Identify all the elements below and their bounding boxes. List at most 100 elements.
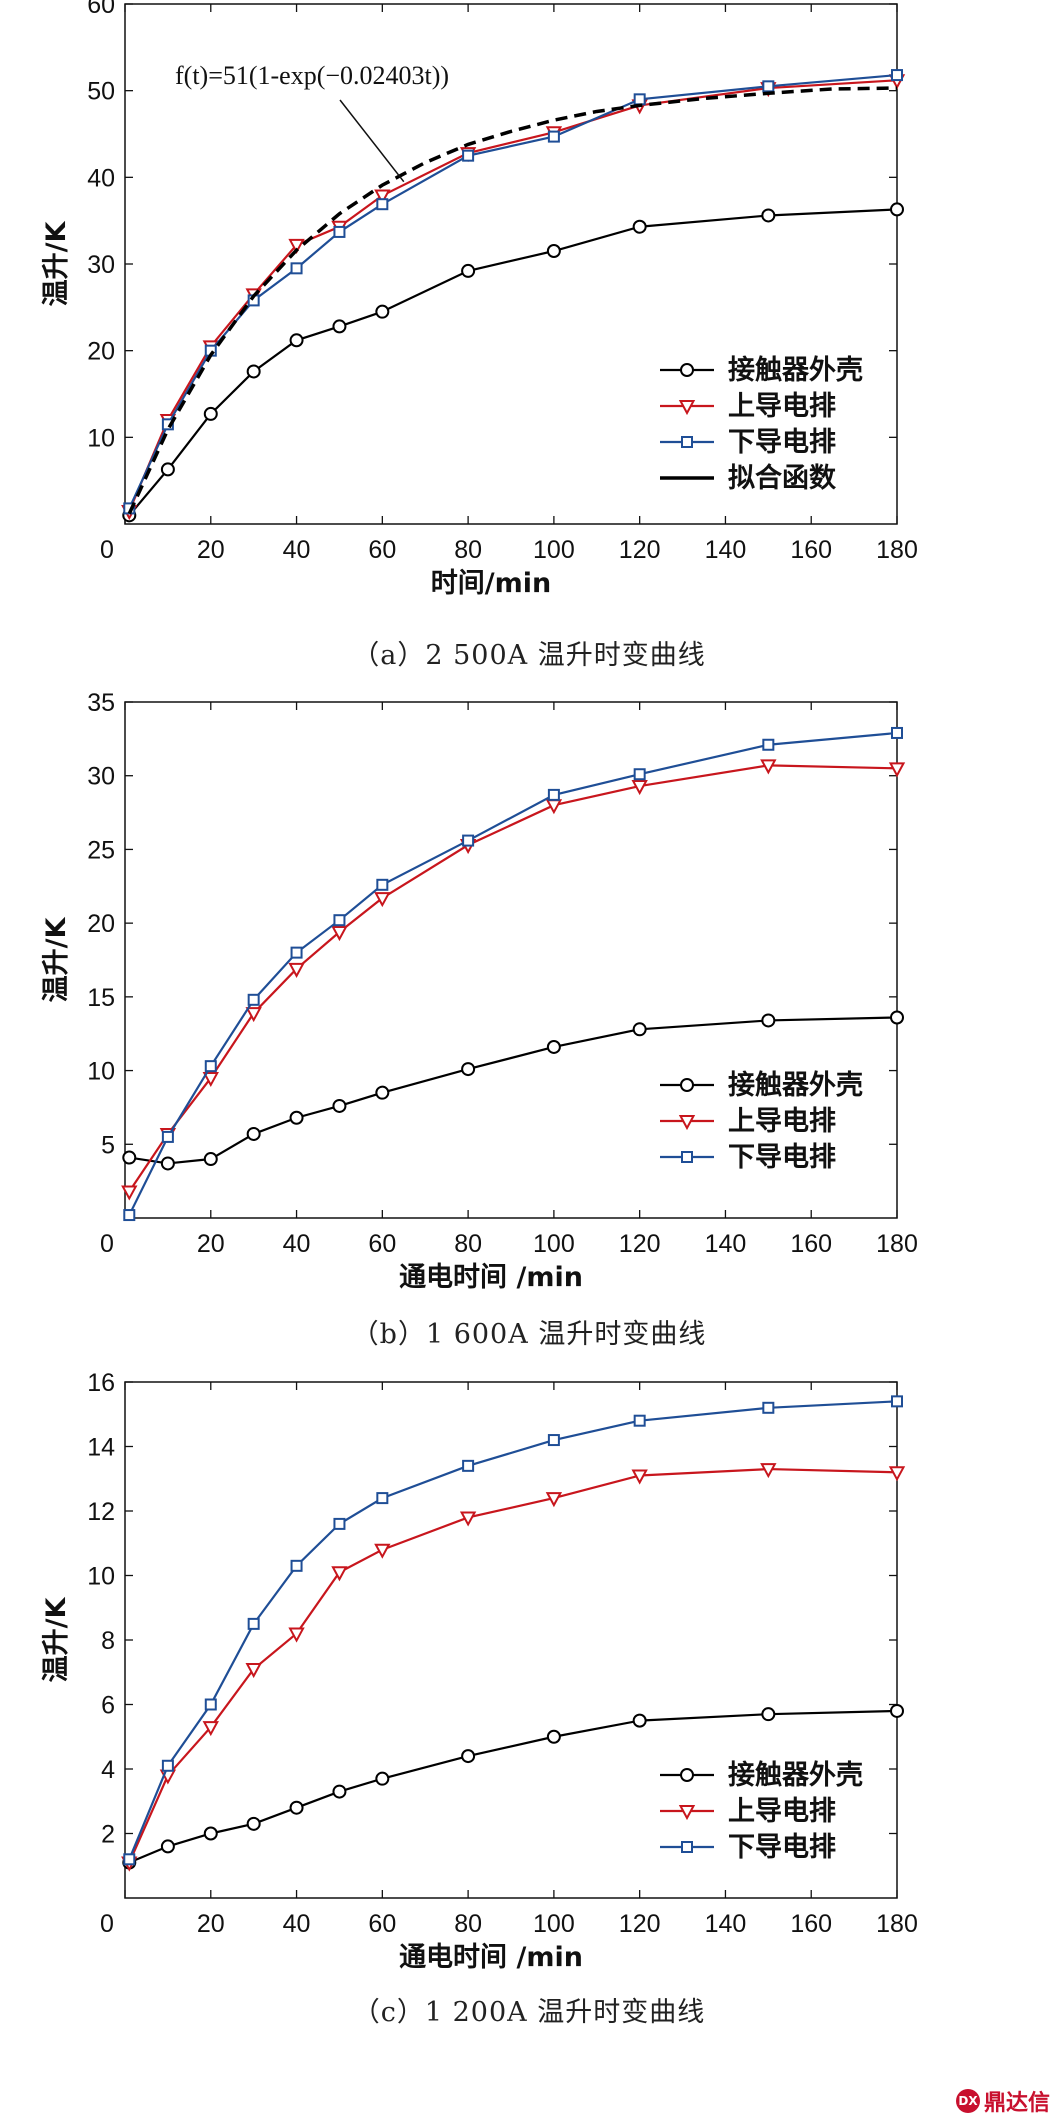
data-point-a-0: [289, 333, 304, 348]
data-point-c-0: [761, 1707, 776, 1722]
data-point-b-1: [121, 1185, 138, 1201]
y-axis-label-b: 温升/K: [41, 917, 72, 1003]
data-point-b-0: [375, 1085, 390, 1100]
data-point-a-2: [376, 198, 389, 211]
data-point-b-0: [461, 1062, 476, 1077]
data-point-c-0: [461, 1749, 476, 1764]
data-point-c-0: [332, 1784, 347, 1799]
data-point-c-0: [890, 1703, 904, 1718]
series-line-a-2: [128, 73, 898, 509]
legend-marker-b-0: [680, 1078, 694, 1092]
data-point-b-0: [761, 1013, 776, 1028]
x-tick-label-c: 120: [619, 1910, 661, 1938]
data-point-c-2: [376, 1492, 389, 1505]
data-point-a-0: [332, 319, 347, 334]
y-tick-label-c: 8: [101, 1627, 115, 1655]
data-point-c-2: [762, 1401, 775, 1414]
data-point-b-2: [633, 768, 646, 781]
data-point-c-2: [161, 1759, 174, 1772]
chart-panel-c: 0 20 40 60 80 100 120 140 160 180 2 4 6 8 10 12 14 16 通电时间…: [0, 1370, 1058, 2010]
x-tick-label-a: 100: [533, 536, 575, 564]
data-point-b-0: [160, 1156, 175, 1171]
legend-marker-a-1: [678, 400, 696, 416]
caption-b: （b）1 600A 温升时变曲线: [351, 1319, 707, 1350]
y-tick-label-a: 50: [87, 78, 115, 106]
series-line-c-2: [128, 1400, 898, 1860]
data-point-c-1: [374, 1543, 391, 1559]
series-a-2: [123, 69, 903, 515]
data-point-a-0: [890, 202, 904, 217]
chart-b: 0 20 40 60 80 100 120 140 160 180 5 10 15 20 25 30 35 通电时…: [41, 690, 918, 1293]
data-point-b-1: [245, 1007, 262, 1023]
data-point-a-2: [333, 225, 346, 238]
series-a-0: [122, 202, 904, 523]
data-point-a-0: [546, 244, 561, 258]
legend-label-c-0: 接触器外壳: [728, 1760, 863, 1791]
chart-c: 0 20 40 60 80 100 120 140 160 180 2 4 6 8 10 12 14 16 通电时间…: [41, 1370, 918, 1973]
data-point-a-0: [632, 219, 647, 234]
watermark-text: 鼎达信: [983, 2091, 1050, 2116]
data-point-b-2: [762, 738, 775, 751]
data-point-c-0: [375, 1771, 390, 1786]
y-tick-label-a: 40: [87, 164, 115, 192]
data-point-a-2: [633, 93, 646, 106]
data-point-b-2: [123, 1209, 136, 1222]
legend-marker-c-0: [680, 1768, 694, 1782]
series-line-b-0: [129, 1016, 898, 1165]
data-point-a-1: [374, 189, 391, 205]
y-tick-label-c: 2: [101, 1821, 115, 1849]
x-tick-label-c: 20: [197, 1910, 225, 1938]
data-point-b-1: [331, 925, 348, 942]
data-point-b-2: [290, 946, 303, 959]
data-point-b-0: [632, 1022, 647, 1037]
y-tick-label-a: 60: [87, 0, 115, 19]
chart-panel-b: 0 20 40 60 80 100 120 140 160 180 5 10 15 20 25 30 35 通电时…: [0, 690, 1058, 1330]
data-point-b-2: [547, 788, 560, 801]
data-point-a-2: [762, 80, 775, 93]
data-point-a-2: [462, 149, 475, 162]
data-point-b-0: [122, 1150, 137, 1165]
annotation-pointer-a: [339, 99, 405, 183]
data-point-c-0: [632, 1713, 647, 1728]
y-tick-label-b: 10: [87, 1058, 115, 1086]
x-tick-label-b: 140: [705, 1230, 747, 1258]
data-point-b-0: [332, 1098, 347, 1113]
legend-marker-a-2: [681, 436, 693, 448]
x-tick-label-c: 40: [283, 1910, 311, 1938]
data-point-a-2: [547, 130, 560, 143]
x-tick-label-b: 0: [100, 1230, 114, 1258]
legend-label-a-3: 拟合函数: [728, 462, 837, 494]
data-point-a-0: [203, 406, 218, 421]
series-b-2: [123, 726, 903, 1222]
series-line-b-2: [128, 731, 898, 1216]
data-point-b-0: [546, 1039, 561, 1054]
data-point-c-1: [631, 1469, 648, 1485]
series-b-0: [122, 1010, 904, 1171]
data-point-c-0: [289, 1800, 304, 1815]
y-tick-label-c: 16: [87, 1370, 115, 1397]
x-tick-label-c: 0: [100, 1910, 114, 1938]
data-point-b-2: [204, 1060, 217, 1073]
legend-marker-a-0: [680, 363, 694, 377]
data-point-b-1: [888, 762, 906, 778]
data-point-c-2: [891, 1395, 903, 1408]
data-point-c-1: [245, 1663, 262, 1679]
legend-label-a-2: 下导电排: [728, 427, 836, 458]
chart-a: 0 20 40 60 80 100 120 140 160 180 10 20 30 40 50 60 时间/m…: [41, 0, 918, 599]
y-tick-label-b: 5: [101, 1131, 115, 1159]
data-point-a-2: [290, 262, 303, 275]
data-point-b-2: [376, 878, 389, 891]
series-line-a-0: [128, 208, 898, 517]
x-tick-label-c: 160: [790, 1910, 832, 1938]
legend-marker-b-1: [678, 1115, 696, 1131]
x-tick-label-a: 160: [790, 536, 832, 564]
y-tick-label-c: 4: [101, 1756, 115, 1784]
watermark: DX 鼎达信: [955, 2085, 1050, 2117]
y-tick-label-c: 10: [87, 1563, 115, 1591]
data-point-b-2: [161, 1130, 174, 1143]
caption-a: （a）2 500A 温升时变曲线: [352, 640, 706, 671]
fit-annotation-a: f(t)=51(1-exp(−0.02403t)): [175, 61, 449, 90]
x-tick-label-b: 120: [619, 1230, 661, 1258]
y-tick-label-b: 20: [87, 910, 115, 938]
x-tick-label-b: 80: [454, 1230, 482, 1258]
